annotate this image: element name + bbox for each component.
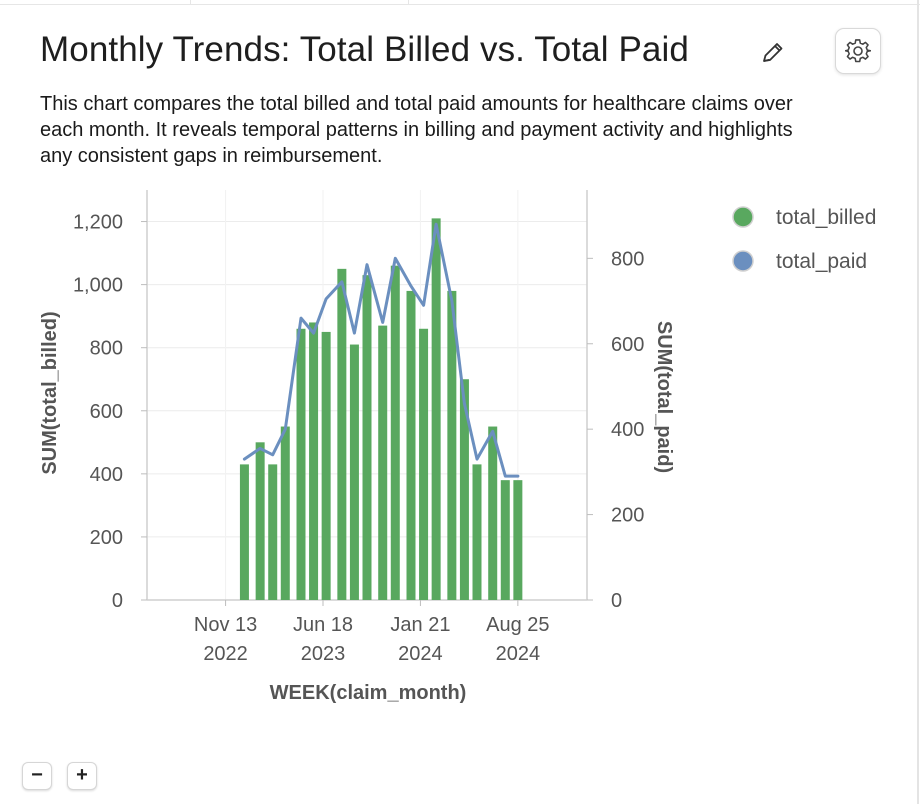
chart-title: Monthly Trends: Total Billed vs. Total P… (40, 30, 689, 69)
bar-total-billed[interactable] (513, 480, 523, 600)
bar-total-billed[interactable] (268, 464, 278, 600)
bar-total-billed[interactable] (459, 379, 469, 600)
settings-button[interactable] (835, 28, 881, 74)
y-tick-label-right: 800 (611, 248, 644, 270)
zoom-out-button[interactable]: − (22, 762, 52, 790)
y-tick-label-left: 200 (90, 527, 123, 549)
tab-divider (190, 0, 191, 5)
y-tick-label-right: 400 (611, 419, 644, 441)
bar-total-billed[interactable] (447, 290, 457, 600)
bar-total-billed[interactable] (309, 322, 319, 600)
y-tick-label-left: 800 (90, 338, 123, 360)
x-tick-label: Aug 25 (486, 614, 549, 636)
bar-total-billed[interactable] (419, 328, 429, 600)
bar-total-billed[interactable] (349, 344, 359, 600)
y-tick-label-left: 1,000 (73, 275, 123, 297)
x-tick-label: 2023 (301, 643, 346, 665)
y-tick-label-right: 200 (611, 505, 644, 527)
bar-total-billed[interactable] (488, 426, 498, 600)
bar-total-billed[interactable] (472, 464, 482, 600)
legend-label: total_paid (776, 250, 867, 273)
x-tick-label: 2024 (398, 643, 443, 665)
bar-total-billed[interactable] (296, 328, 306, 600)
bar-total-billed[interactable] (390, 265, 400, 600)
legend-marker[interactable] (732, 250, 754, 272)
legend-label: total_billed (776, 206, 876, 229)
y-axis-title-right: SUM(total_paid) (653, 321, 675, 473)
y-axis-title-left: SUM(total_billed) (39, 311, 61, 474)
bar-total-billed[interactable] (378, 325, 388, 600)
line-total-paid[interactable] (242, 222, 520, 478)
bar-total-billed[interactable] (321, 331, 331, 600)
pencil-icon[interactable] (758, 38, 788, 68)
bar-total-billed[interactable] (280, 426, 290, 600)
y-tick-label-right: 0 (611, 590, 622, 612)
zoom-in-button[interactable]: + (67, 762, 97, 790)
bar-total-billed[interactable] (500, 480, 510, 600)
x-tick-label: Jan 21 (390, 614, 450, 636)
top-tab-strip (0, 0, 920, 5)
bar-total-billed[interactable] (239, 464, 249, 600)
y-tick-label-left: 0 (112, 590, 123, 612)
panel-edge (917, 0, 919, 804)
bar-total-billed[interactable] (431, 218, 441, 600)
tab-divider (408, 0, 409, 5)
gear-icon (845, 39, 871, 63)
y-tick-label-left: 1,200 (73, 212, 123, 234)
bar-total-billed[interactable] (337, 268, 347, 600)
bar-total-billed[interactable] (255, 442, 265, 600)
bar-total-billed[interactable] (362, 275, 372, 600)
chart-description: This chart compares the total billed and… (40, 93, 793, 167)
bar-total-billed[interactable] (406, 290, 416, 600)
legend-marker[interactable] (732, 206, 754, 228)
x-axis-title: WEEK(claim_month) (270, 682, 467, 704)
y-tick-label-left: 400 (90, 464, 123, 486)
y-tick-label-left: 600 (90, 401, 123, 423)
x-tick-label: 2024 (496, 643, 541, 665)
y-tick-label-right: 600 (611, 334, 644, 356)
x-tick-label: 2022 (203, 643, 248, 665)
x-tick-label: Jun 18 (293, 614, 353, 636)
x-tick-label: Nov 13 (194, 614, 257, 636)
